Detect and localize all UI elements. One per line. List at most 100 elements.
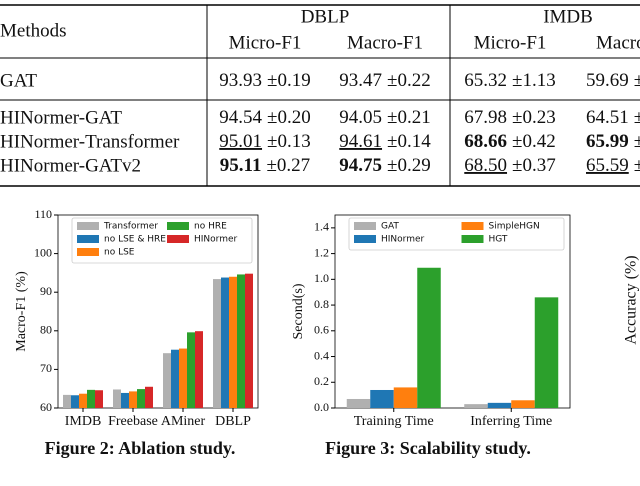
legend-label: no HRE xyxy=(194,222,227,232)
table-cell: 67.98 ±0.23 xyxy=(464,107,555,128)
plot-frame xyxy=(57,214,259,409)
table-row-label: HINormer-GAT xyxy=(0,107,122,128)
legend-label: SimpleHGN xyxy=(489,222,540,232)
cell-std: ±0.21 xyxy=(387,107,431,128)
cell-mean: 68.50 xyxy=(464,155,507,176)
bar xyxy=(145,386,153,408)
bar xyxy=(113,389,121,408)
cell-mean: 65.32 xyxy=(464,70,507,91)
bar xyxy=(163,353,171,408)
x-tick-label: Inferring Time xyxy=(470,414,552,429)
table-cell: 94.61 ±0.14 xyxy=(339,131,431,152)
cell-std: ±0.37 xyxy=(512,155,556,176)
cell-mean: 64.51 xyxy=(586,107,629,128)
cell-mean: 67.98 xyxy=(464,107,507,128)
legend-label: HGT xyxy=(489,235,508,245)
table-cell: 68.50 ±0.37 xyxy=(464,155,555,176)
bar xyxy=(221,277,229,408)
cell-std: ±0.27 xyxy=(267,155,311,176)
cell-std: ±0.19 xyxy=(267,70,311,91)
table-cell: 93.47 ±0.22 xyxy=(339,70,430,91)
cell-std: ± xyxy=(634,131,640,152)
bar xyxy=(129,391,137,408)
y-tick-label: 1.4 xyxy=(314,220,329,234)
table-row-label: HINormer-GATv2 xyxy=(0,155,141,176)
legend-swatch xyxy=(77,235,99,243)
cell-mean: 65.59 xyxy=(586,155,629,176)
x-tick-label: Training Time xyxy=(354,414,434,429)
y-tick-label: 0.2 xyxy=(314,374,329,388)
bar xyxy=(229,276,237,408)
y-tick-label: 1.2 xyxy=(314,245,329,259)
legend-swatch xyxy=(354,222,376,230)
legend-label: no LSE xyxy=(104,248,135,258)
table-cell: 94.75 ±0.29 xyxy=(339,155,430,176)
cell-std: ± xyxy=(634,155,640,176)
legend-label: HINormer xyxy=(381,235,425,245)
y-tick-label: 70 xyxy=(40,361,52,375)
table-cell: 68.66 ±0.42 xyxy=(464,131,555,152)
bar xyxy=(534,297,559,408)
y-axis-label: Accuracy (%) xyxy=(623,255,640,344)
bar xyxy=(213,279,221,408)
y-tick-label: 1.0 xyxy=(314,271,329,285)
legend-swatch xyxy=(77,222,99,230)
bar xyxy=(487,402,512,408)
bar xyxy=(137,389,145,408)
figure-caption: Figure 2: Ablation study. xyxy=(45,438,236,458)
y-tick-label: 60 xyxy=(40,400,52,414)
cell-mean: 68.66 xyxy=(464,131,507,152)
table-cell: 59.69 ± xyxy=(586,70,640,91)
table-cell: 95.01 ±0.13 xyxy=(219,131,310,152)
y-tick-label: 0.6 xyxy=(314,323,329,337)
legend-swatch xyxy=(354,235,376,243)
y-tick-label: 0.4 xyxy=(314,348,329,362)
cell-std: ± xyxy=(634,107,640,128)
bar xyxy=(71,395,79,408)
legend-swatch xyxy=(167,235,189,243)
cell-mean: 94.54 xyxy=(219,107,262,128)
bar xyxy=(195,331,203,408)
y-tick-label: 100 xyxy=(34,245,52,259)
bar xyxy=(87,389,95,408)
y-axis-label: Second(s) xyxy=(291,283,306,339)
plot-frame xyxy=(334,214,571,409)
cell-mean: 95.01 xyxy=(219,131,262,152)
bar xyxy=(121,392,129,408)
cell-mean: 93.93 xyxy=(219,70,262,91)
legend-box xyxy=(348,217,565,251)
legend-swatch xyxy=(77,248,99,256)
table-column-header: Micro-F1 xyxy=(229,32,302,53)
cell-mean: 59.69 xyxy=(586,70,629,91)
cell-std: ±1.13 xyxy=(512,70,556,91)
bar xyxy=(393,387,418,408)
bar xyxy=(79,393,87,408)
cell-std: ± xyxy=(634,70,640,91)
y-tick-label: 0.0 xyxy=(314,400,329,414)
legend-label: HINormer xyxy=(194,235,238,245)
table-column-header: Macro xyxy=(596,32,640,53)
table-column-header: Micro-F1 xyxy=(474,32,547,53)
x-tick-label: Freebase xyxy=(108,414,158,429)
x-tick-label: AMiner xyxy=(161,414,206,429)
cell-std: ±0.14 xyxy=(387,131,431,152)
table-column-header: Macro-F1 xyxy=(347,32,423,53)
table-group-header: IMDB xyxy=(543,6,593,27)
table-cell: 65.32 ±1.13 xyxy=(464,70,555,91)
table-cell: 94.54 ±0.20 xyxy=(219,107,310,128)
legend-swatch xyxy=(167,222,189,230)
bar xyxy=(171,349,179,408)
table-cell: 94.05 ±0.21 xyxy=(339,107,430,128)
y-tick-label: 80 xyxy=(40,323,52,337)
legend-label: no LSE & HRE xyxy=(104,235,166,245)
y-tick-label: 90 xyxy=(40,284,52,298)
cell-std: ±0.29 xyxy=(387,155,431,176)
bar xyxy=(95,390,103,408)
bar xyxy=(245,273,253,408)
cell-std: ±0.23 xyxy=(512,107,556,128)
cell-std: ±0.22 xyxy=(387,70,431,91)
table-header: Methods xyxy=(0,20,67,41)
cell-mean: 65.99 xyxy=(586,131,629,152)
